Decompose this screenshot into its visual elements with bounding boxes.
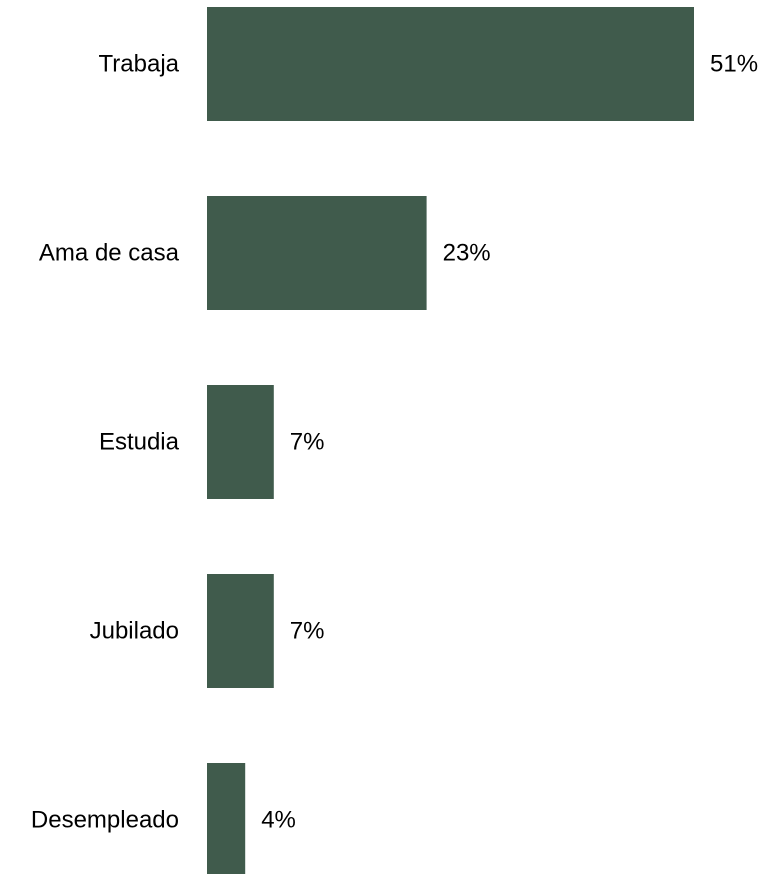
value-label-desempleado: 4% — [261, 807, 296, 834]
bar-desempleado — [207, 763, 246, 874]
value-label-ama-de-casa: 23% — [443, 240, 491, 267]
bar-ama-de-casa — [207, 196, 427, 310]
value-label-jubilado: 7% — [290, 618, 325, 645]
category-label-estudia: Estudia — [99, 429, 180, 456]
value-label-estudia: 7% — [290, 429, 325, 456]
category-label-desempleado: Desempleado — [31, 807, 179, 834]
bar-jubilado — [207, 574, 274, 688]
bar-trabaja — [207, 7, 694, 121]
category-label-trabaja: Trabaja — [99, 51, 180, 78]
value-label-trabaja: 51% — [710, 51, 758, 78]
labels-layer: Trabaja 51% Ama de casa 23% Estudia 7% Jubilad… — [31, 51, 758, 834]
category-label-jubilado: Jubilado — [90, 618, 179, 645]
bar-estudia — [207, 385, 274, 499]
bars-layer — [207, 7, 694, 874]
category-label-ama-de-casa: Ama de casa — [39, 240, 180, 267]
